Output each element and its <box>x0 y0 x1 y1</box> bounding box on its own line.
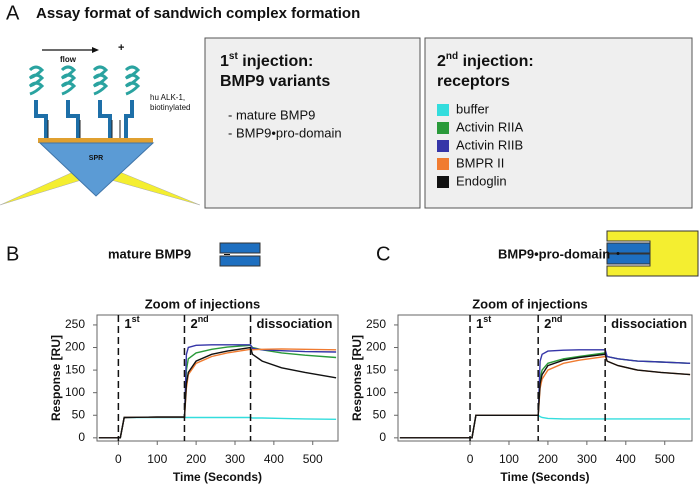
annotation-sup: st <box>483 314 491 324</box>
legend-swatch <box>437 122 449 134</box>
heading-rest: injection: <box>458 53 534 70</box>
heading-sup: nd <box>446 51 458 62</box>
annotation-text: 1 <box>476 316 483 331</box>
x-tick-label: 500 <box>655 452 675 466</box>
annotation-sup: nd <box>551 314 562 324</box>
x-tick-label: 100 <box>147 452 167 466</box>
x-tick-label: 300 <box>225 452 245 466</box>
y-tick-label: 0 <box>379 430 386 444</box>
legend-label: Endoglin <box>456 173 507 188</box>
y-tick-label: 250 <box>366 317 386 331</box>
y-tick-label: 0 <box>78 430 85 444</box>
annotation-text: 2 <box>190 316 197 331</box>
series-line <box>98 346 337 439</box>
heading-num: 1 <box>220 53 229 70</box>
annotation: dissociation <box>257 316 333 331</box>
annotation-text: 2 <box>544 316 551 331</box>
y-tick-label: 100 <box>366 385 386 399</box>
annotation: 1st <box>124 314 139 331</box>
sample-icon <box>606 230 699 277</box>
annotation-text: 1 <box>124 316 131 331</box>
plot-area <box>96 314 339 442</box>
annotation: 2nd <box>544 314 562 331</box>
heading-sup: st <box>229 51 239 62</box>
series-line <box>399 353 691 439</box>
box-item: - BMP9•pro-domain <box>228 125 342 140</box>
box-subheading: BMP9 variants <box>220 73 330 90</box>
legend-swatch <box>437 140 449 152</box>
x-tick-label: 100 <box>499 452 519 466</box>
annotation-text: dissociation <box>257 316 333 331</box>
box <box>424 37 693 209</box>
y-tick-label: 200 <box>366 340 386 354</box>
y-tick-label: 50 <box>373 407 387 421</box>
y-tick-label: 150 <box>366 362 386 376</box>
x-axis-label: Time (Seconds) <box>173 470 262 484</box>
x-tick-label: 200 <box>186 452 206 466</box>
annotation-text: dissociation <box>611 316 687 331</box>
panel-label: A <box>6 2 20 24</box>
legend-swatch <box>437 176 449 188</box>
y-tick-label: 50 <box>72 407 86 421</box>
box-item: - mature BMP9 <box>228 107 315 122</box>
x-axis-label: Time (Seconds) <box>500 470 589 484</box>
annotation: dissociation <box>611 316 687 331</box>
x-tick-label: 0 <box>467 452 474 466</box>
plus-label: + <box>118 42 124 54</box>
y-axis-label: Response [RU] <box>350 335 364 421</box>
panel-title: Assay format of sandwich complex formati… <box>36 5 360 22</box>
ligand-label: hu ALK-1, <box>150 93 185 102</box>
x-tick-label: 400 <box>264 452 284 466</box>
y-axis-label: Response [RU] <box>49 335 63 421</box>
legend: buffer Activin RIIA Activin RIIB BMPR II End… <box>437 101 524 188</box>
sensor-label: SPR <box>89 155 103 162</box>
panel-label: B <box>6 243 19 265</box>
annotation: 1st <box>476 314 491 331</box>
y-tick-label: 250 <box>65 317 85 331</box>
panel-label: C <box>376 243 390 265</box>
box-heading: 2nd injection: <box>437 51 534 71</box>
sample-label: BMP9•pro-domain <box>498 246 610 261</box>
legend-label: BMPR II <box>456 155 504 170</box>
x-tick-label: 300 <box>577 452 597 466</box>
legend-label: buffer <box>456 101 490 116</box>
legend-swatch <box>437 104 449 116</box>
sample-label: mature BMP9 <box>108 246 191 261</box>
box-subheading: receptors <box>437 73 510 90</box>
x-tick-label: 0 <box>115 452 122 466</box>
legend-label: Activin RIIB <box>456 137 523 152</box>
box <box>204 37 421 209</box>
assay-diagram: flow + hu ALK-1, biotinylated SPR <box>0 42 201 206</box>
legend-swatch <box>437 158 449 170</box>
flow-label: flow <box>60 55 77 64</box>
legend-label: Activin RIIA <box>456 119 524 134</box>
x-tick-label: 500 <box>303 452 323 466</box>
annotation-sup: st <box>132 314 140 324</box>
plot-area <box>397 314 693 442</box>
y-tick-label: 100 <box>65 385 85 399</box>
chart-title: Zoom of injections <box>145 296 261 311</box>
annotation: 2nd <box>190 314 208 331</box>
ligand-label: biotinylated <box>150 103 190 112</box>
x-tick-label: 400 <box>616 452 636 466</box>
heading-rest: injection: <box>238 53 314 70</box>
heading-num: 2 <box>437 53 446 70</box>
chart-title: Zoom of injections <box>472 296 588 311</box>
annotation-sup: nd <box>198 314 209 324</box>
sample-icon <box>219 242 261 267</box>
box-heading: 1st injection: <box>220 51 313 71</box>
y-tick-label: 200 <box>65 340 85 354</box>
y-tick-label: 150 <box>65 362 85 376</box>
x-tick-label: 200 <box>538 452 558 466</box>
